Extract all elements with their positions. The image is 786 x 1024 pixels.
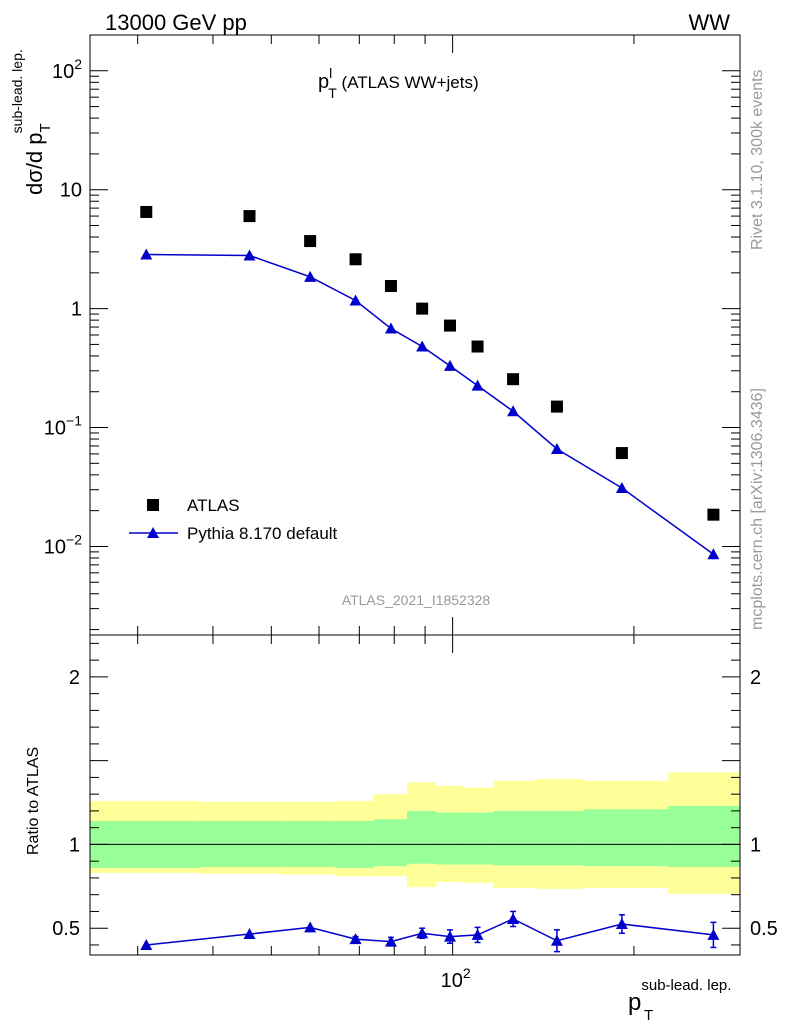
header-left: 13000 GeV pp — [105, 10, 247, 35]
pythia-data-point — [615, 482, 628, 494]
atlas-data-point — [140, 205, 153, 218]
main-frame — [89, 34, 741, 636]
atlas-data-point — [615, 447, 628, 460]
plot-title-rest: (ATLAS WW+jets) — [337, 73, 479, 92]
ratio-data-point — [304, 921, 317, 933]
ratio-ylabel: Ratio to ATLAS — [25, 747, 42, 855]
inner-uncertainty-band — [407, 810, 437, 864]
ratio-series — [140, 910, 720, 953]
ratio-y-tick-label: 1 — [69, 834, 80, 856]
pythia-data-point — [471, 379, 484, 391]
pythia-data-point — [349, 294, 362, 306]
atlas-data-point — [550, 400, 563, 413]
pythia-data-point — [384, 322, 397, 334]
ratio-data-point — [443, 930, 456, 942]
inner-uncertainty-band — [436, 812, 463, 865]
pythia-data-point — [507, 405, 520, 417]
inner-uncertainty-band — [534, 810, 584, 866]
mcplots-label: mcplots.cern.ch [arXiv:1306.3436] — [749, 388, 766, 630]
main-series — [140, 205, 720, 560]
analysis-id: ATLAS_2021_I1852328 — [342, 592, 491, 608]
y-tick-label: 10−1 — [44, 413, 82, 440]
rivet-label: Rivet 3.1.10, 300k events — [749, 69, 766, 250]
main-ylabel-sub: T — [37, 123, 54, 132]
ratio-xlabel: psub-lead. lep. T — [628, 977, 731, 1024]
atlas-data-point — [243, 210, 256, 223]
legend-atlas-marker — [147, 499, 159, 511]
inner-uncertainty-band — [493, 810, 535, 866]
inner-uncertainty-band — [462, 812, 494, 865]
ratio-data-point — [707, 928, 720, 940]
legend: ATLAS Pythia 8.170 default — [129, 496, 338, 543]
inner-uncertainty-band — [583, 809, 669, 867]
x-tick-label: 102 — [441, 965, 471, 992]
ratio-y-tick-label: 0.5 — [52, 918, 80, 940]
ratio-data-point — [550, 934, 563, 946]
inner-uncertainty-band — [668, 805, 740, 868]
y-tick-label: 10−2 — [44, 531, 82, 558]
header-right: WW — [688, 10, 730, 35]
ratio-y-tick-label-right: 2 — [750, 667, 761, 689]
ratio-data-point — [349, 933, 362, 945]
pythia-data-point — [416, 340, 429, 352]
atlas-data-point — [304, 235, 317, 248]
ratio-data-point — [384, 935, 397, 947]
main-ylabel-sup: sub-lead. lep. — [9, 49, 25, 133]
atlas-data-point — [384, 279, 397, 292]
ratio-y-tick-label: 2 — [69, 667, 80, 689]
pythia-data-point — [443, 359, 456, 371]
ratio-data-point — [471, 928, 484, 940]
ratio-axis-ticks: 102 0.5 0.5 1 1 2 2 — [52, 635, 778, 992]
legend-pythia-label: Pythia 8.170 default — [187, 524, 338, 543]
atlas-data-point — [471, 340, 484, 353]
inner-uncertainty-band — [373, 819, 408, 867]
pythia-data-point — [243, 249, 256, 261]
y-tick-label: 1 — [71, 299, 82, 321]
pythia-data-point — [140, 248, 153, 260]
y-tick-label: 102 — [52, 56, 82, 83]
pythia-data-point — [707, 548, 720, 560]
main-panel: 102 10 1 10−1 10−2 pl T (ATLAS WW+jets) dσ/d … — [9, 34, 741, 636]
atlas-data-point — [707, 508, 720, 521]
ratio-xlabel-sub: T — [644, 1007, 653, 1024]
pythia-line — [146, 253, 714, 555]
ratio-xlabel-sup: sub-lead. lep. — [641, 977, 731, 994]
atlas-data-point — [349, 253, 362, 266]
ratio-data-point — [416, 927, 429, 939]
ratio-data-point — [615, 918, 628, 930]
plot-title-sub: T — [328, 85, 337, 101]
main-ylabel: dσ/d pTsub-lead. lep. — [9, 49, 54, 195]
y-tick-label: 10 — [60, 180, 82, 202]
plot-title-sup: l — [329, 65, 332, 81]
ratio-data-point — [243, 928, 256, 940]
atlas-data-point — [507, 373, 520, 386]
ratio-data-point — [140, 938, 153, 950]
atlas-data-point — [416, 302, 429, 315]
pythia-data-point — [304, 270, 317, 282]
legend-pythia-marker — [147, 527, 159, 538]
ratio-uncertainty-bands — [90, 772, 740, 894]
ratio-pythia-line — [146, 918, 714, 946]
atlas-data-point — [443, 319, 456, 332]
main-axis-ticks: 102 10 1 10−1 10−2 — [44, 34, 741, 635]
ratio-y-tick-label-right: 0.5 — [750, 918, 778, 940]
pythia-data-point — [550, 442, 563, 454]
ratio-y-tick-label-right: 1 — [750, 834, 761, 856]
legend-atlas-label: ATLAS — [187, 496, 240, 515]
plot-title: pl T (ATLAS WW+jets) — [318, 65, 479, 101]
ratio-data-point — [507, 912, 520, 924]
ratio-frame — [89, 634, 741, 956]
